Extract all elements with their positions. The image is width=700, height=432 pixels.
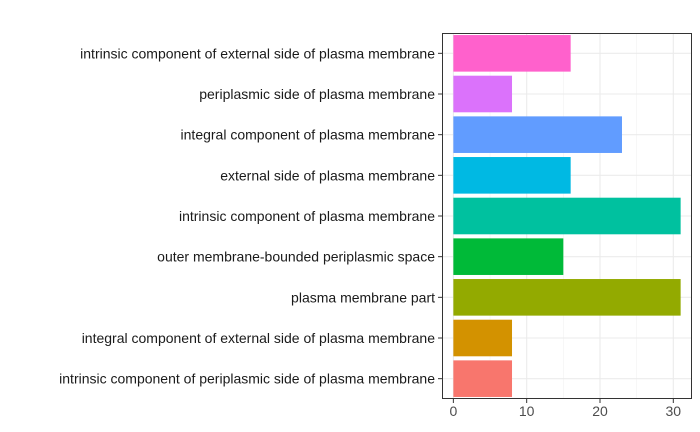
y-tick-label: intrinsic component of periplasmic side … — [59, 371, 435, 387]
bar — [453, 238, 564, 275]
bar — [453, 116, 622, 153]
plot-panel-border — [442, 33, 692, 399]
y-tick-label: plasma membrane part — [291, 289, 435, 305]
bars — [453, 35, 681, 397]
y-tick-label: intrinsic component of external side of … — [80, 45, 435, 61]
y-tick-label: integral component of plasma membrane — [181, 127, 436, 143]
y-tick-label: outer membrane-bounded periplasmic space — [157, 249, 435, 265]
x-tick-label: 30 — [666, 403, 682, 419]
bar — [453, 197, 681, 235]
bar — [453, 360, 513, 397]
y-tick-label: integral component of external side of p… — [82, 330, 436, 346]
x-tick-label: 0 — [449, 403, 457, 419]
y-tick-label: periplasmic side of plasma membrane — [199, 86, 435, 102]
bar — [453, 279, 681, 316]
x-tick-label: 10 — [519, 403, 535, 419]
bar — [453, 35, 571, 72]
bar — [453, 75, 513, 113]
x-tick-label: 20 — [592, 403, 608, 419]
bar — [453, 157, 571, 194]
bar — [453, 319, 513, 357]
y-tick-label: intrinsic component of plasma membrane — [179, 208, 435, 224]
y-tick-label: external side of plasma membrane — [220, 167, 435, 183]
y-axis: intrinsic component of external side of … — [59, 45, 442, 387]
x-axis: 0 10 20 30 — [449, 399, 681, 419]
